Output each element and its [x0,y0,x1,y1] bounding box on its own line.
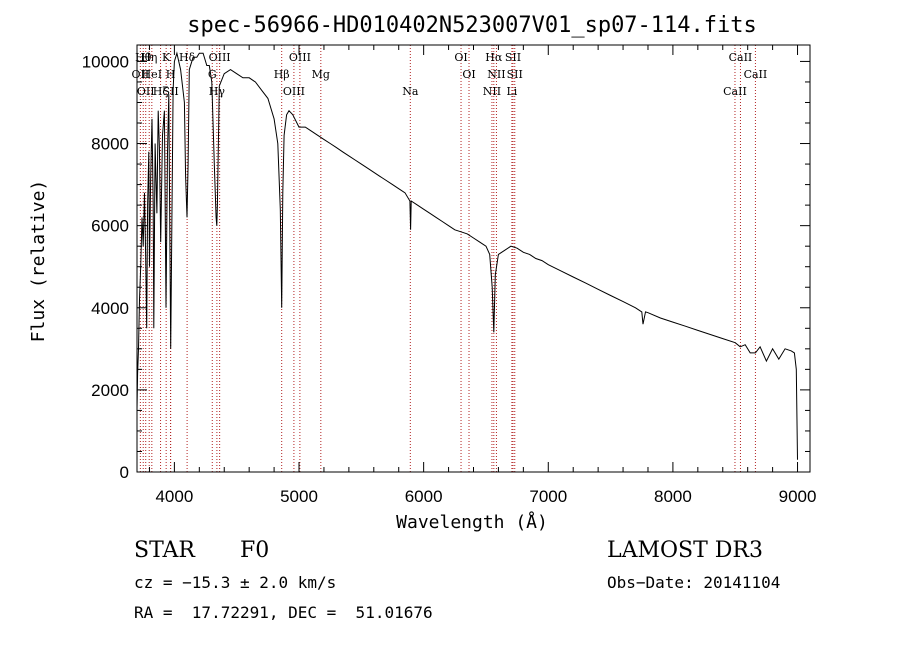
coordinates: RA = 17.72291, DEC = 51.01676 [134,603,433,622]
y-axis: 0 2000 4000 6000 8000 10000 [82,52,810,482]
line-label: CaII [744,68,768,81]
line-label: Hγ [209,85,226,98]
line-markers [139,45,756,472]
line-label: CaII [723,85,747,98]
line-label: NII [483,85,501,98]
y-tick-label: 2000 [91,381,129,400]
line-label: HeI [142,68,162,81]
spectrum-line [136,51,798,460]
line-label: OII [132,68,150,81]
line-label: Hα [485,51,503,64]
line-label: NII [487,68,505,81]
y-tick-label: 4000 [91,299,129,318]
x-tick-label: 6000 [405,487,443,506]
x-tick-label: 4000 [155,487,193,506]
line-label: Hβ [274,68,290,81]
x-tick-label: 8000 [654,487,692,506]
chart-title: spec-56966-HD010402N523007V01_sp07-114.f… [187,13,757,38]
line-label: OII [137,85,155,98]
line-label: OIII [283,85,305,98]
line-label: SII [163,85,179,98]
line-label: OIII [209,51,231,64]
y-tick-label: 8000 [91,135,129,154]
line-label: Mg [312,68,330,81]
x-tick-label: 7000 [529,487,567,506]
line-labels: HθOIIOIIHηHeIHζKHSIIHδGHγOIIIHβOIIIOIIIM… [132,51,768,98]
redshift-velocity: cz = −15.3 ± 2.0 km/s [134,573,337,592]
line-label: OI [454,51,467,64]
line-label: Li [506,85,517,98]
y-axis-label: Flux (relative) [28,180,49,343]
line-label: H [166,68,176,81]
line-label: SII [505,51,521,64]
line-label: K [162,51,171,64]
line-label: CaII [729,51,753,64]
survey-name: LAMOST DR3 [607,538,763,563]
object-subclass: F0 [240,538,270,563]
line-label: OI [462,68,475,81]
plot-frame [136,44,811,473]
observation-date: Obs−Date: 20141104 [607,573,781,592]
line-label: Na [402,85,419,98]
line-label: SII [507,68,523,81]
line-label: Hη [141,51,157,64]
line-label: Hθ [135,51,152,64]
object-class: STAR [134,538,195,563]
line-label: Hδ [179,51,196,64]
line-label: G [208,68,217,81]
y-tick-label: 10000 [82,52,129,71]
x-axis-label: Wavelength (Å) [396,511,548,533]
y-tick-label: 6000 [91,217,129,236]
line-label: OIII [289,51,311,64]
line-label: Hζ [153,85,169,98]
x-tick-label: 9000 [779,487,817,506]
y-tick-label: 0 [120,463,129,482]
x-axis: 4000 5000 6000 7000 8000 9000 [148,45,817,506]
x-tick-label: 5000 [280,487,318,506]
